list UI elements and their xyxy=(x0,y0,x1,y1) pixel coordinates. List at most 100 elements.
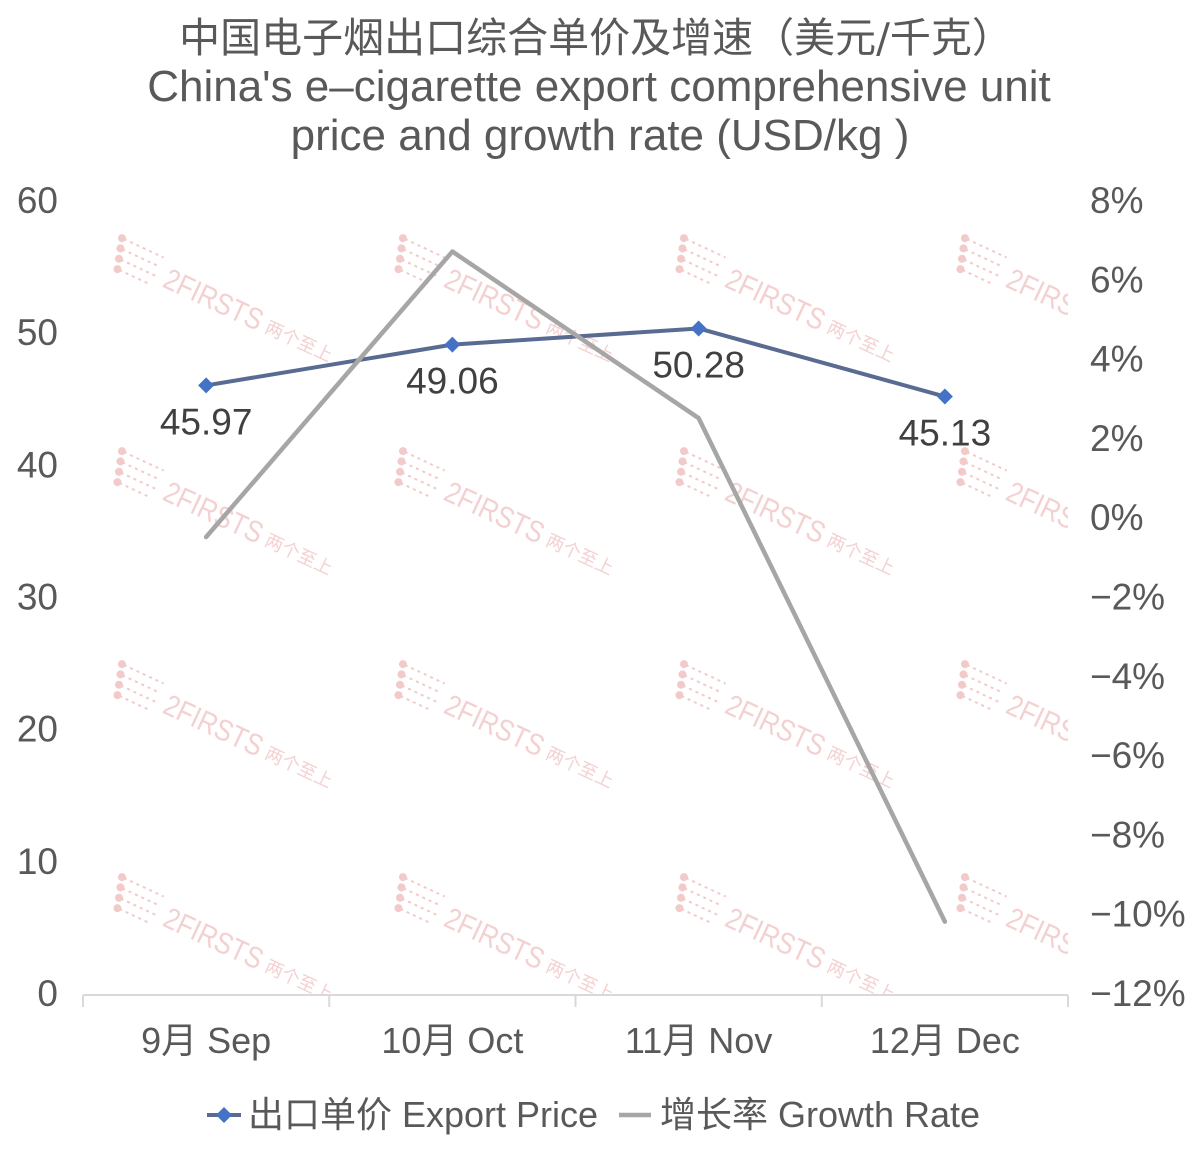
watermark-logo-dot xyxy=(114,893,123,902)
watermark-logo-stroke xyxy=(399,908,433,925)
export-price-point xyxy=(198,377,215,394)
series-growth-rate xyxy=(203,249,948,924)
watermark-logo-dot xyxy=(398,234,407,243)
watermark-logo-dot xyxy=(676,893,685,902)
watermark-logo-dot xyxy=(117,447,126,456)
diamond-marker-icon xyxy=(216,1107,232,1123)
watermark-logo-stroke xyxy=(680,695,714,712)
watermark-brand-cn: 两个至上 xyxy=(824,530,898,579)
watermark-logo-stroke xyxy=(961,269,995,286)
watermark-logo-dot xyxy=(956,904,965,913)
watermark-logo-dot xyxy=(679,873,688,882)
y2-tick-label: −10% xyxy=(1090,894,1186,935)
y2-tick-label: 6% xyxy=(1090,259,1143,300)
watermark-brand: 2FIRSTS xyxy=(158,902,268,977)
watermark-logo-dot xyxy=(676,467,685,476)
watermark-logo-stroke xyxy=(966,877,1008,898)
growth-rate-line xyxy=(203,249,948,924)
y2-tick-label: 4% xyxy=(1090,339,1143,380)
watermark-logo-dot xyxy=(956,478,965,487)
y2-tick-label: −4% xyxy=(1090,656,1165,697)
watermark-logo-dot xyxy=(397,244,406,253)
watermark-logo-icon xyxy=(113,873,165,925)
legend-label-export-price: 出口单价 Export Price xyxy=(248,1094,598,1135)
watermark-logo-icon xyxy=(675,660,727,712)
watermark-brand-cn: 两个至上 xyxy=(543,743,617,792)
y-tick-label: 50 xyxy=(17,312,58,353)
watermark-logo-icon xyxy=(956,873,1008,925)
watermark-brand-cn: 两个至上 xyxy=(543,530,617,579)
watermark-logo-dot xyxy=(679,660,688,669)
watermark-logo-dot xyxy=(960,234,969,243)
watermark-logo-icon xyxy=(956,234,1008,286)
watermark-logo-stroke xyxy=(685,238,727,259)
watermark-logo-dot xyxy=(678,670,687,679)
watermark-logo-dot xyxy=(675,904,684,913)
watermark-logo-dot xyxy=(395,254,404,263)
watermark-logo-stroke xyxy=(680,908,714,925)
y-tick-label: 0 xyxy=(37,973,58,1014)
watermark-brand-cn: 两个至上 xyxy=(262,743,336,792)
watermark-logo-stroke xyxy=(123,238,165,259)
export-price-point xyxy=(690,320,707,337)
export-price-data-label: 50.28 xyxy=(652,344,745,385)
watermark-logo-dot xyxy=(394,904,403,913)
growth-rate-point xyxy=(450,249,455,254)
watermark-logo-dot xyxy=(675,478,684,487)
watermark-logo-icon xyxy=(113,234,165,286)
watermark-logo-dot xyxy=(117,234,126,243)
watermark-logo-stroke xyxy=(399,695,433,712)
watermark-logo-dot xyxy=(116,670,125,679)
export-price-point xyxy=(936,388,953,405)
watermark-logo-icon xyxy=(675,447,727,499)
watermark-logo-dot xyxy=(957,254,966,263)
watermark-logo-dot xyxy=(679,447,688,456)
watermark-logo-dot xyxy=(395,467,404,476)
watermark-logo-dot xyxy=(678,883,687,892)
watermark-logo-icon xyxy=(675,873,727,925)
watermark-logo-dot xyxy=(956,691,965,700)
watermark-logo-stroke xyxy=(685,877,727,898)
watermark-logo-stroke xyxy=(123,664,165,685)
watermark-logo-dot xyxy=(675,265,684,274)
y2-tick-label: −8% xyxy=(1090,814,1165,855)
watermark-logo-stroke xyxy=(961,695,995,712)
watermark-brand: 2FIRSTS xyxy=(720,476,830,551)
watermark-logo-stroke xyxy=(961,908,995,925)
watermark-logo-icon xyxy=(113,660,165,712)
export-price-data-label: 49.06 xyxy=(406,361,499,402)
watermark-logo-dot xyxy=(398,447,407,456)
watermark-logo-dot xyxy=(395,893,404,902)
chart-title-en-line-1: China's e–cigarette export comprehensive… xyxy=(147,62,1051,111)
watermark-logo-stroke xyxy=(680,482,714,499)
y2-tick-label: −6% xyxy=(1090,735,1165,776)
watermark-brand: 2FIRSTS xyxy=(439,263,549,338)
watermark-logo-dot xyxy=(960,660,969,669)
x-axis: 9月 Sep 10月 Oct 11月 Nov 12月 Dec xyxy=(82,994,1069,1061)
watermark-logo-dot xyxy=(397,457,406,466)
y-tick-label: 10 xyxy=(17,841,58,882)
watermark-logo-icon xyxy=(394,447,446,499)
y2-tick-label: −12% xyxy=(1090,973,1186,1014)
watermark-logo-dot xyxy=(960,447,969,456)
watermark-logo-dot xyxy=(676,254,685,263)
watermark-logo-stroke xyxy=(404,877,446,898)
watermark-logo-stroke xyxy=(118,482,152,499)
watermark-logo-dot xyxy=(679,234,688,243)
x-tick-label: 12月 Dec xyxy=(870,1020,1020,1061)
chart-title-en-line-2: price and growth rate (USD/kg ) xyxy=(291,111,910,160)
watermark-logo-stroke xyxy=(123,451,165,472)
y-axis-left: 0 10 20 30 40 50 60 xyxy=(17,180,58,1014)
legend-item-growth-rate: 增长率 Growth Rate xyxy=(619,1094,980,1135)
watermark-logo-icon xyxy=(394,234,446,286)
watermark-brand: 2FIRSTS xyxy=(439,902,549,977)
watermark-brand-cn: 两个至上 xyxy=(262,956,336,1005)
export-price-data-label: 45.13 xyxy=(899,413,992,454)
x-tick-label: 9月 Sep xyxy=(141,1020,271,1061)
watermark-logo-dot xyxy=(113,904,122,913)
